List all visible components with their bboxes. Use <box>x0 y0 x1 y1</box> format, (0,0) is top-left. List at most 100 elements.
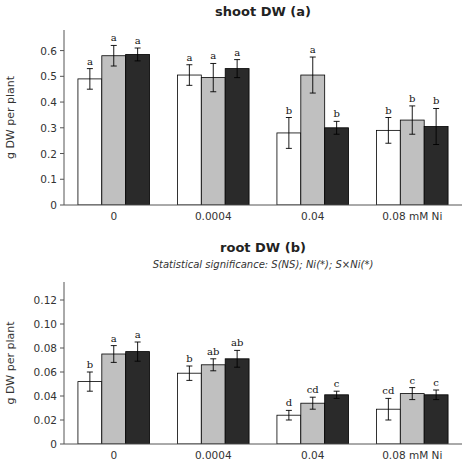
significance-letter: cd <box>307 384 320 395</box>
y-tick <box>60 348 64 349</box>
title: root DW (b) <box>220 240 306 255</box>
error-line <box>312 57 313 93</box>
error-line <box>388 118 389 144</box>
x-axis <box>64 444 462 445</box>
significance-letter: a <box>87 56 93 67</box>
error-bar <box>186 366 192 380</box>
significance-letter: c <box>433 377 439 388</box>
error-cap <box>234 350 240 351</box>
error-cap <box>433 399 439 400</box>
error-cap <box>210 91 216 92</box>
error-bar <box>433 390 439 400</box>
x-axis <box>64 205 462 206</box>
significance-letter: b <box>286 105 292 116</box>
significance-letter: b <box>186 353 192 364</box>
y-tick-label: 0.4 <box>40 96 57 108</box>
y-tick-label: 0.5 <box>40 70 57 82</box>
error-line <box>213 359 214 371</box>
y-tick <box>60 300 64 301</box>
subtitle: Statistical significance: S(NS); Ni(*); … <box>153 259 374 270</box>
error-cap <box>135 361 141 362</box>
error-bar <box>286 118 292 149</box>
significance-letter: a <box>210 50 216 61</box>
bar <box>126 352 150 444</box>
error-cap <box>385 143 391 144</box>
bar <box>325 395 349 444</box>
significance-letter: cd <box>382 385 395 396</box>
error-bar <box>210 63 216 91</box>
bar <box>301 75 325 205</box>
y-tick-label: 0.08 <box>34 342 57 354</box>
marks <box>78 45 448 205</box>
error-cap <box>186 380 192 381</box>
x-tick-label: 0.0004 <box>195 449 232 461</box>
y-axis-label: g DW per plant <box>4 75 17 159</box>
error-cap <box>87 372 93 373</box>
bar <box>177 75 201 205</box>
y-tick-label: 0.12 <box>34 294 57 306</box>
error-cap <box>87 391 93 392</box>
bar <box>225 359 249 444</box>
error-line <box>412 388 413 400</box>
significance-letter: a <box>135 35 141 46</box>
significance-letter: a <box>310 44 316 55</box>
error-bar <box>234 60 240 78</box>
error-line <box>336 391 337 398</box>
error-cap <box>135 60 141 61</box>
significance-letter: a <box>111 333 117 344</box>
y-tick <box>60 420 64 421</box>
y-tick <box>60 396 64 397</box>
error-cap <box>111 362 117 363</box>
error-cap <box>210 358 216 359</box>
error-bar <box>135 342 141 361</box>
error-cap <box>334 398 340 399</box>
error-cap <box>135 48 141 49</box>
error-bar <box>234 350 240 367</box>
y-tick <box>60 76 64 77</box>
y-tick-label: 0.3 <box>40 122 57 134</box>
error-cap <box>210 370 216 371</box>
error-cap <box>433 144 439 145</box>
y-tick-label: 0.2 <box>40 148 57 160</box>
error-cap <box>310 409 316 410</box>
x-tick-label: 0.04 <box>301 449 325 461</box>
significance-letter: b <box>333 108 339 119</box>
title: shoot DW (a) <box>215 4 311 19</box>
error-cap <box>210 63 216 64</box>
error-cap <box>310 93 316 94</box>
error-cap <box>385 398 391 399</box>
error-cap <box>409 105 415 106</box>
error-cap <box>186 85 192 86</box>
error-bar <box>433 108 439 144</box>
significance-letter: c <box>409 375 415 386</box>
error-line <box>113 45 114 66</box>
y-tick-label: 0 <box>50 438 57 450</box>
error-line <box>213 63 214 91</box>
error-line <box>113 346 114 363</box>
error-cap <box>286 410 292 411</box>
significance-letter: b <box>87 359 93 370</box>
significance-letter: a <box>234 47 240 58</box>
y-tick <box>60 153 64 154</box>
error-line <box>312 397 313 409</box>
error-cap <box>433 390 439 391</box>
significance-letter: c <box>334 378 340 389</box>
error-cap <box>433 108 439 109</box>
y-tick <box>60 444 64 445</box>
error-bar <box>310 57 316 93</box>
y-tick <box>60 50 64 51</box>
error-cap <box>409 399 415 400</box>
significance-letter: b <box>409 93 415 104</box>
x-tick-label: 0.0004 <box>195 210 232 222</box>
bar <box>177 373 201 444</box>
error-cap <box>310 397 316 398</box>
error-bar <box>135 48 141 61</box>
y-tick-label: 0.10 <box>34 318 57 330</box>
bar <box>400 394 424 444</box>
error-cap <box>234 77 240 78</box>
x-tick-label: 0 <box>110 449 117 461</box>
error-bar <box>334 121 340 134</box>
significance-letter: b <box>433 95 439 106</box>
error-line <box>137 342 138 361</box>
marks <box>78 342 448 444</box>
